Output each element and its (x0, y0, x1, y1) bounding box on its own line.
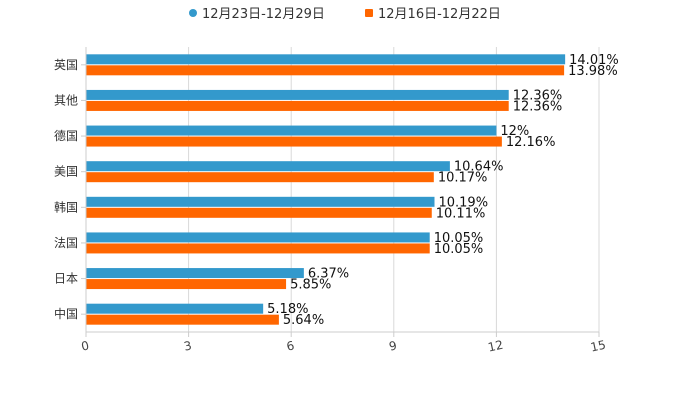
category-label-1: 其他 (54, 93, 78, 107)
value-label-series-2-3: 10.17% (438, 171, 488, 186)
category-label-6: 日本 (54, 272, 78, 286)
legend-label-series-1: 12月23日-12月29日 (202, 7, 325, 22)
bar-series-1-2 (86, 125, 497, 136)
bar-series-2-1 (86, 100, 509, 111)
value-label-series-1-5: 10.05% (434, 231, 484, 246)
bar-series-2-5 (86, 243, 430, 254)
value-labels: 14.01%13.98%12.36%12.36%12%12.16%10.64%1… (267, 53, 619, 328)
bar-series-1-0 (86, 54, 566, 65)
legend-marker-series-2 (365, 9, 373, 17)
category-label-4: 韩国 (54, 199, 78, 214)
x-axis: 0 3 6 9 12 15 (80, 47, 607, 355)
bar-series-2-0 (86, 65, 565, 76)
category-label-3: 美国 (54, 165, 78, 179)
value-label-series-2-0: 13.98% (568, 64, 618, 79)
x-tick-label-0: 0 (80, 338, 90, 353)
value-label-series-2-6: 5.85% (290, 278, 331, 293)
category-label-5: 法国 (54, 236, 78, 250)
value-label-series-1-1: 12.36% (513, 88, 563, 103)
bar-series-1-7 (86, 303, 264, 314)
value-label-series-1-3: 10.64% (454, 160, 504, 175)
value-label-series-2-2: 12.16% (506, 135, 556, 150)
value-label-series-2-1: 12.36% (513, 99, 563, 114)
category-label-0: 英国 (54, 58, 78, 72)
bar-series-2-2 (86, 136, 502, 147)
value-label-series-2-5: 10.05% (434, 242, 484, 257)
x-tick-label-5: 15 (589, 338, 607, 355)
bar-series-1-4 (86, 196, 435, 207)
bar-series-1-5 (86, 232, 430, 243)
value-label-series-1-6: 6.37% (308, 267, 349, 282)
category-label-7: 中国 (54, 306, 78, 321)
legend-item-series-2[interactable]: 12月16日-12月22日 (365, 7, 501, 22)
legend: 12月23日-12月29日 12月16日-12月22日 (189, 7, 501, 22)
x-tick-label-4: 12 (487, 338, 505, 355)
bars (86, 54, 566, 325)
value-label-series-2-7: 5.64% (283, 313, 324, 328)
legend-label-series-2: 12月16日-12月22日 (378, 7, 501, 22)
bar-series-1-3 (86, 161, 450, 172)
x-tick-label-2: 6 (285, 338, 295, 353)
value-label-series-1-4: 10.19% (438, 195, 488, 210)
bar-series-2-4 (86, 207, 432, 218)
bar-series-2-6 (86, 279, 287, 290)
legend-item-series-1[interactable]: 12月23日-12月29日 (189, 7, 325, 22)
x-tick-label-1: 3 (183, 338, 193, 353)
bar-series-2-7 (86, 314, 279, 325)
bar-series-1-6 (86, 268, 304, 279)
value-label-series-1-7: 5.18% (267, 302, 308, 317)
value-label-series-2-4: 10.11% (436, 206, 486, 221)
value-label-series-1-2: 12% (500, 124, 529, 139)
bar-series-2-3 (86, 172, 434, 183)
value-label-series-1-0: 14.01% (569, 53, 619, 68)
x-tick-label-3: 9 (388, 338, 398, 353)
bar-series-1-1 (86, 89, 509, 100)
category-label-2: 德国 (54, 128, 78, 143)
legend-marker-series-1 (189, 9, 197, 17)
